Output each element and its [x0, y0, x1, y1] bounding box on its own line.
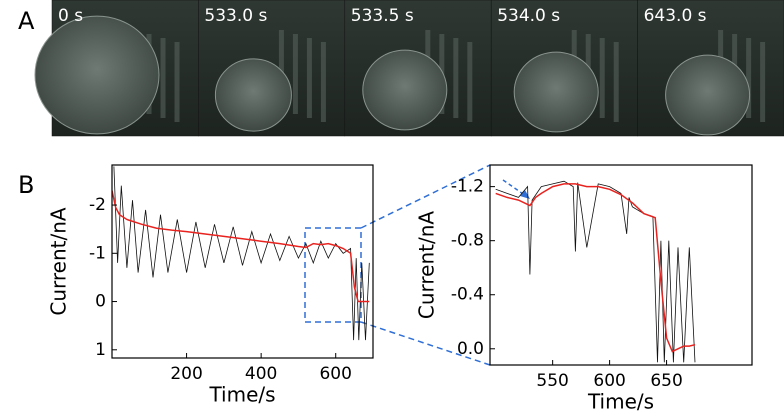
electrode-bar — [174, 42, 180, 122]
x-tick-label: 200 — [170, 364, 202, 384]
connector-line — [360, 321, 491, 366]
data-line — [495, 183, 696, 353]
y-tick-label: -0.4 — [451, 285, 484, 305]
frame-label: 533.5 s — [351, 6, 414, 26]
frame-label: 0 s — [58, 6, 83, 26]
data-line — [495, 180, 696, 363]
image-strip: 0 s 533.0 s 533.5 s 534.0 s 643.0 s — [34, 0, 784, 137]
droplet — [362, 49, 448, 131]
data-line — [112, 190, 370, 303]
y-tick-label: -1 — [89, 243, 106, 263]
data-line — [113, 166, 370, 341]
y-tick-label: 1 — [95, 340, 106, 360]
electrode-bar — [306, 38, 312, 118]
x-tick-label: 550 — [536, 371, 568, 391]
x-axis-label: Time/s — [208, 383, 275, 407]
electrode-bar — [760, 42, 766, 122]
y-axis-label: Current/nA — [415, 211, 439, 320]
connector-line — [360, 164, 491, 229]
y-tick-label: -2 — [89, 195, 106, 215]
panel-label: A — [18, 7, 35, 35]
electrode-bar — [599, 38, 605, 118]
electrode-bar — [746, 38, 752, 118]
electrode-bar — [292, 34, 298, 114]
x-tick-label: 600 — [593, 371, 625, 391]
y-tick-label: 0 — [95, 292, 106, 312]
x-tick-label: 600 — [319, 364, 351, 384]
panel-label: B — [18, 171, 34, 199]
electrode-bar — [467, 42, 473, 122]
y-tick-label: -0.8 — [451, 231, 484, 251]
droplet — [513, 51, 599, 133]
frame-label: 534.0 s — [497, 6, 560, 26]
arrow-head — [520, 190, 530, 199]
frame-label: 643.0 s — [644, 6, 707, 26]
x-tick-label: 650 — [650, 371, 682, 391]
y-tick-label: -1.2 — [451, 177, 484, 197]
frame-label: 533.0 s — [204, 6, 267, 26]
plot-frame — [111, 164, 374, 359]
droplet — [665, 54, 751, 136]
electrode-bar — [160, 38, 166, 118]
y-tick-label: 0.0 — [457, 339, 484, 359]
x-axis-label: Time/s — [587, 390, 654, 414]
electrode-bar — [453, 38, 459, 118]
electrode-bar — [613, 42, 619, 122]
droplet — [214, 58, 292, 132]
droplet — [34, 15, 160, 135]
x-tick-label: 400 — [245, 364, 277, 384]
plot-frame — [489, 164, 753, 366]
y-axis-label: Current/nA — [47, 207, 71, 316]
electrode-bar — [320, 42, 326, 122]
